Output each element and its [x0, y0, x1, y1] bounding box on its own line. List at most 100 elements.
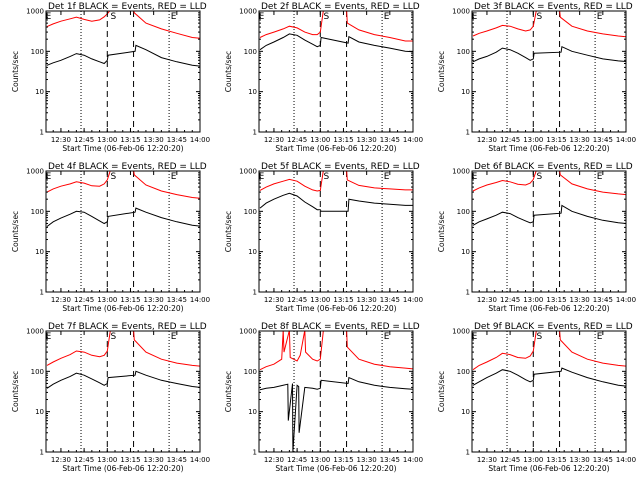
event-marker-e: E [46, 332, 52, 342]
y-tick-label: 1000 [452, 168, 470, 176]
x-tick-label: 12:30 [264, 296, 284, 304]
x-axis-label: Start Time (06-Feb-06 12:20:20) [275, 464, 396, 473]
x-tick-label: 12:45 [74, 456, 94, 464]
x-tick-label: 12:45 [500, 456, 520, 464]
event-marker-e: E [384, 12, 390, 22]
event-marker-s: S [110, 172, 116, 182]
x-tick-label: 12:45 [500, 296, 520, 304]
x-tick-label: 14:00 [190, 456, 210, 464]
x-tick-label: 13:15 [120, 296, 140, 304]
y-tick-label: 10 [248, 248, 257, 256]
x-tick-label: 13:00 [310, 456, 330, 464]
event-marker-e: E [472, 172, 478, 182]
x-tick-label: 14:00 [190, 296, 210, 304]
y-tick-label: 100 [244, 208, 257, 216]
x-tick-label: 13:00 [310, 136, 330, 144]
x-tick-label: 12:30 [51, 136, 71, 144]
x-tick-label: 13:30 [144, 296, 164, 304]
x-tick-label: 12:30 [477, 296, 497, 304]
panel-title: Det 4f BLACK = Events, RED = LLD [48, 162, 207, 172]
event-marker-e: E [259, 12, 265, 22]
x-tick-label: 13:15 [120, 136, 140, 144]
x-tick-label: 13:30 [570, 456, 590, 464]
x-axis-label: Start Time (06-Feb-06 12:20:20) [488, 304, 609, 313]
x-tick-label: 13:45 [167, 456, 187, 464]
series-events [472, 367, 626, 387]
x-tick-label: 14:00 [616, 296, 636, 304]
x-tick-label: 13:45 [593, 136, 613, 144]
series-events [259, 192, 413, 212]
y-tick-label: 10 [35, 88, 44, 96]
x-tick-label: 13:00 [310, 296, 330, 304]
x-tick-label: 12:45 [74, 136, 94, 144]
y-tick-label: 1 [40, 289, 44, 297]
x-tick-label: 12:30 [51, 296, 71, 304]
plot-area [46, 331, 200, 389]
y-tick-label: 1000 [452, 8, 470, 16]
x-axis-label: Start Time (06-Feb-06 12:20:20) [62, 464, 183, 473]
x-axis-label: Start Time (06-Feb-06 12:20:20) [62, 144, 183, 153]
series-events [46, 370, 200, 389]
x-tick-label: 13:30 [357, 136, 377, 144]
x-tick-label: 13:00 [523, 456, 543, 464]
y-axis-label: Counts/sec [11, 371, 20, 412]
y-tick-label: 10 [461, 408, 470, 416]
series-lld [472, 331, 626, 371]
y-tick-label: 100 [31, 208, 44, 216]
x-tick-label: 14:00 [190, 136, 210, 144]
event-marker-e: E [259, 172, 265, 182]
y-tick-label: 1000 [452, 328, 470, 336]
y-axis-label: Counts/sec [224, 371, 233, 412]
y-tick-label: 100 [31, 48, 44, 56]
event-marker-e: E [597, 332, 603, 342]
y-tick-label: 1000 [239, 168, 257, 176]
x-tick-label: 13:45 [380, 296, 400, 304]
event-marker-e: E [384, 172, 390, 182]
x-axis-label: Start Time (06-Feb-06 12:20:20) [62, 304, 183, 313]
x-tick-label: 12:30 [264, 456, 284, 464]
event-marker-e: E [171, 172, 177, 182]
plot-area [472, 331, 626, 387]
series-lld [259, 331, 413, 371]
x-tick-label: 13:30 [144, 456, 164, 464]
event-marker-s: S [536, 332, 542, 342]
y-tick-label: 10 [248, 88, 257, 96]
event-marker-e: E [171, 12, 177, 22]
series-events [472, 204, 626, 226]
x-tick-label: 14:00 [616, 456, 636, 464]
x-tick-label: 13:45 [167, 296, 187, 304]
plot-frame [471, 10, 627, 133]
plot-frame [45, 10, 201, 133]
y-tick-label: 1000 [239, 8, 257, 16]
y-tick-label: 1 [253, 129, 257, 137]
series-events [46, 207, 200, 227]
series-lld [46, 331, 200, 367]
x-tick-label: 13:30 [357, 296, 377, 304]
series-lld [259, 11, 413, 42]
event-marker-e: E [597, 172, 603, 182]
y-tick-label: 1000 [26, 8, 44, 16]
y-tick-label: 1 [40, 449, 44, 457]
series-events [259, 33, 413, 53]
x-tick-label: 13:15 [333, 136, 353, 144]
x-tick-label: 13:30 [357, 456, 377, 464]
plot-frame [471, 330, 627, 453]
event-marker-s: S [110, 332, 116, 342]
x-tick-label: 14:00 [616, 136, 636, 144]
y-axis-label: Counts/sec [437, 371, 446, 412]
x-tick-label: 13:45 [380, 136, 400, 144]
series-lld [259, 171, 413, 192]
y-tick-label: 100 [457, 208, 470, 216]
x-tick-label: 13:15 [333, 296, 353, 304]
x-axis-label: Start Time (06-Feb-06 12:20:20) [275, 304, 396, 313]
plot-area [46, 11, 200, 67]
plot-area [259, 331, 413, 452]
x-tick-label: 13:00 [97, 296, 117, 304]
plot-frame [45, 170, 201, 293]
x-tick-label: 13:15 [120, 456, 140, 464]
y-tick-label: 10 [461, 248, 470, 256]
